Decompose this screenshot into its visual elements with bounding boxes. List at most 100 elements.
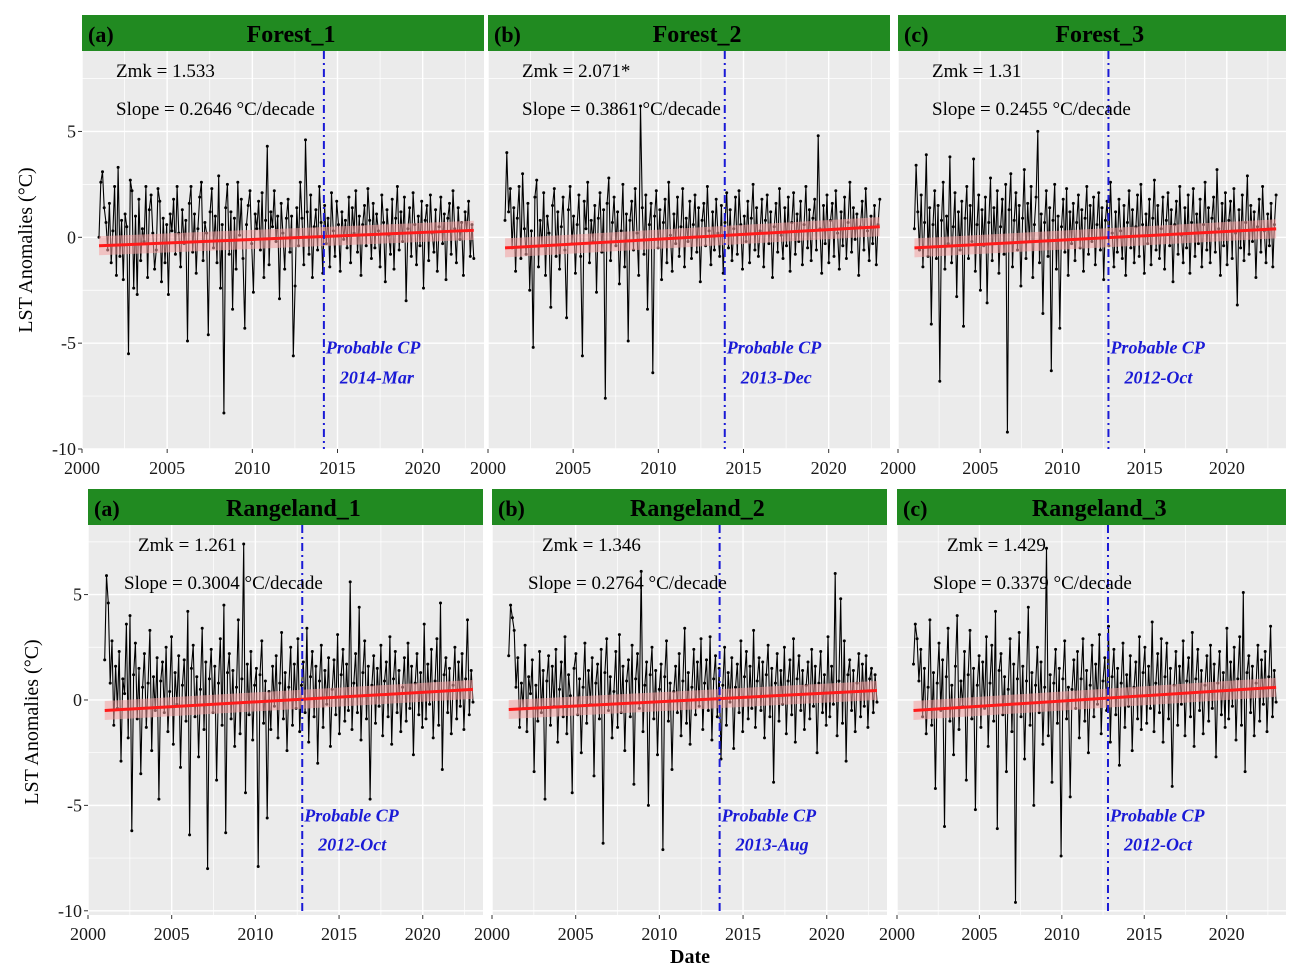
- data-point: [985, 301, 989, 305]
- data-point: [274, 654, 278, 658]
- panel-background: [897, 525, 1286, 915]
- data-point: [239, 197, 243, 201]
- data-point: [510, 616, 514, 620]
- data-point: [361, 671, 365, 675]
- data-point: [932, 671, 935, 675]
- data-point: [532, 770, 536, 774]
- data-point: [772, 780, 776, 784]
- data-point: [1227, 717, 1231, 721]
- data-point: [1199, 669, 1203, 672]
- trend-line: [98, 228, 474, 248]
- data-point: [1038, 261, 1041, 265]
- data-point: [519, 257, 523, 260]
- data-point: [690, 685, 694, 689]
- data-point: [923, 221, 927, 224]
- data-point: [425, 204, 429, 207]
- data-point: [217, 681, 220, 685]
- data-point: [723, 221, 727, 224]
- data-point: [390, 742, 394, 746]
- data-point: [1068, 210, 1072, 214]
- data-point: [1179, 702, 1183, 706]
- data-point: [806, 660, 810, 664]
- y-tick-label: 5: [67, 121, 76, 141]
- data-point: [166, 293, 170, 296]
- data-point: [188, 833, 192, 837]
- data-point: [833, 572, 837, 575]
- data-point: [1024, 257, 1028, 260]
- data-point: [647, 223, 651, 227]
- data-point: [547, 654, 551, 658]
- data-point: [919, 193, 923, 197]
- data-point: [697, 206, 701, 210]
- data-point: [913, 622, 917, 626]
- data-point: [106, 601, 110, 605]
- data-point: [336, 633, 340, 637]
- data-point: [594, 681, 598, 685]
- data-point: [1097, 633, 1101, 637]
- data-point: [995, 827, 999, 831]
- x-axis-title: Date: [670, 946, 710, 966]
- data-point: [419, 671, 423, 675]
- data-point: [705, 658, 708, 662]
- data-point: [739, 639, 743, 643]
- data-point: [516, 656, 520, 660]
- data-point: [1095, 223, 1099, 227]
- data-point: [1170, 784, 1174, 788]
- data-point: [1054, 647, 1058, 651]
- data-point: [1043, 685, 1047, 689]
- data-point: [165, 223, 169, 227]
- data-point: [674, 664, 678, 668]
- y-tick-label: -5: [67, 795, 82, 815]
- data-point: [166, 730, 170, 734]
- data-point: [184, 719, 188, 723]
- data-point: [1009, 172, 1013, 176]
- data-point: [337, 223, 340, 227]
- data-point: [246, 204, 250, 207]
- data-point: [941, 180, 945, 184]
- data-point: [374, 721, 377, 725]
- data-point: [1236, 677, 1240, 681]
- data-point: [1234, 738, 1238, 742]
- data-point: [135, 293, 139, 296]
- data-point: [456, 206, 460, 210]
- data-point: [605, 201, 609, 205]
- data-point: [468, 254, 472, 258]
- data-point: [1076, 193, 1080, 197]
- data-point: [1002, 252, 1006, 256]
- data-point: [1077, 736, 1081, 740]
- data-point: [1021, 664, 1025, 668]
- data-point: [816, 134, 820, 138]
- data-point: [1159, 637, 1163, 641]
- data-point: [1147, 664, 1151, 668]
- data-point: [1136, 193, 1139, 197]
- data-point: [808, 717, 812, 721]
- data-point: [265, 816, 269, 820]
- data-point: [874, 263, 878, 267]
- data-point: [267, 263, 271, 267]
- x-tick-label: 2005: [149, 458, 185, 478]
- changepoint-date: 2013-Aug: [735, 835, 809, 855]
- data-point: [1239, 246, 1243, 250]
- data-point: [1249, 204, 1253, 207]
- data-point: [1161, 195, 1165, 199]
- data-point: [349, 261, 353, 265]
- x-tick-label: 2000: [474, 924, 510, 944]
- data-point: [817, 681, 821, 685]
- data-point: [605, 637, 609, 641]
- data-point: [276, 214, 280, 218]
- data-point: [626, 339, 630, 343]
- data-point: [206, 333, 210, 337]
- panel-strip: [488, 15, 890, 51]
- data-point: [812, 704, 815, 708]
- data-point: [1043, 221, 1047, 224]
- data-point: [708, 635, 712, 639]
- data-point: [112, 723, 116, 727]
- data-point: [1065, 717, 1069, 721]
- data-point: [215, 261, 219, 265]
- data-point: [770, 666, 774, 670]
- data-point: [730, 259, 734, 263]
- data-point: [795, 212, 799, 216]
- data-point: [304, 138, 307, 142]
- data-point: [542, 191, 546, 195]
- data-point: [726, 671, 730, 675]
